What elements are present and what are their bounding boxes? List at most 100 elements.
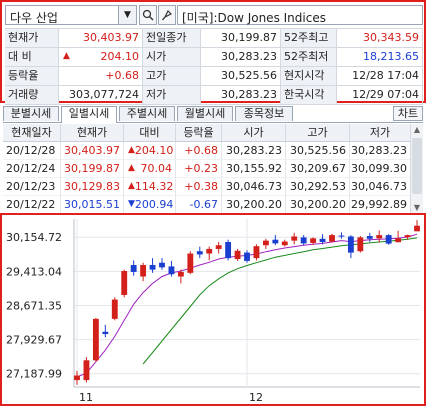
info-value: 30,199.87 [201, 29, 281, 47]
info-label: 저가 [143, 86, 201, 104]
info-value-text: 30,283.23 [221, 88, 277, 101]
scroll-up-icon[interactable]: ▲ [413, 125, 421, 134]
up-arrow-icon: ▲ [128, 181, 135, 191]
info-label: 52주최저 [281, 48, 337, 66]
table-row[interactable]: 20/12/28 30,403.97 ▲ 204.10 +0.68 30,283.23 30… [3, 142, 423, 160]
candle-body [357, 237, 364, 252]
candle-body [395, 238, 402, 243]
cell-text: 30,292.53 [290, 180, 346, 193]
search-bar: 다우 산업 ▼ [미국]:Dow Jones Indices [5, 5, 423, 27]
candle-body [253, 246, 260, 259]
cell-text: 30,015.51 [64, 198, 120, 211]
cell-text: 20/12/24 [6, 162, 56, 175]
cell-rate: +0.38 [176, 178, 222, 196]
cell-text: 20/12/22 [6, 198, 56, 211]
candle-body [319, 238, 326, 243]
candle-body [111, 299, 118, 319]
cell-text: 30,283.23 [351, 144, 407, 157]
cell-text: 30,155.92 [226, 162, 282, 175]
table-scrollbar[interactable]: ▲ ▼ [410, 124, 423, 214]
moving-average-long-line [142, 237, 418, 365]
tab-1[interactable]: 분별시세 [3, 106, 59, 121]
cell-text: 30,099.30 [351, 162, 407, 175]
cell-open: 30,200.20 [222, 196, 286, 214]
cell-date: 20/12/23 [3, 178, 61, 196]
tab-2[interactable]: 일별시세 [61, 106, 117, 123]
candle-body [262, 240, 269, 246]
table-row[interactable]: 20/12/24 30,199.87 ▲ 70.04 +0.23 30,155.92 30,… [3, 160, 423, 178]
candle-body [206, 248, 213, 254]
chevron-down-icon[interactable]: ▼ [118, 6, 136, 24]
tab-bar: 분별시세 일별시세 주별시세 월별시세 종목정보 차트 [3, 106, 423, 123]
candle-body [338, 235, 345, 237]
y-tick-label: 30,154.72 [6, 231, 62, 244]
info-value: 12/28 17:04 [337, 67, 423, 85]
info-label: 고가 [143, 67, 201, 85]
info-label: 52주최고 [281, 29, 337, 47]
info-value-text: 12/29 07:04 [352, 88, 419, 101]
cell-low: 30,099.30 [350, 160, 411, 178]
cell-text: 204.10 [134, 144, 174, 157]
candle-body [215, 245, 222, 249]
cell-price: 30,199.87 [61, 160, 124, 178]
cell-text: 30,525.56 [290, 144, 346, 157]
scrollbar-thumb[interactable] [412, 138, 422, 194]
column-header[interactable]: 저가 [350, 124, 411, 142]
info-value: 30,525.56 [201, 67, 281, 85]
column-header[interactable]: 고가 [286, 124, 350, 142]
column-header[interactable]: 현재일자 [3, 124, 61, 142]
scroll-down-icon[interactable]: ▼ [413, 203, 421, 212]
table-row[interactable]: 20/12/22 30,015.51 ▼ 200.94 -0.67 30,200.20 30… [3, 196, 423, 214]
quote-info-grid: 현재가 30,403.97 전일종가 30,199.87 52주최고 30,343.59 대… [5, 28, 423, 105]
cell-text: +0.68 [184, 144, 218, 157]
info-value-text: 30,283.23 [221, 50, 277, 63]
cell-text: 70.04 [140, 162, 173, 175]
candle-body [234, 250, 241, 260]
candle-body [187, 253, 194, 273]
candle-body [281, 241, 288, 246]
info-value-text: 204.10 [100, 50, 140, 63]
cell-price: 30,403.97 [61, 142, 124, 160]
info-value: +0.68 [59, 67, 143, 85]
info-value-text: +0.68 [105, 69, 139, 82]
cell-open: 30,155.92 [222, 160, 286, 178]
cell-date: 20/12/24 [3, 160, 61, 178]
table-body: 20/12/28 30,403.97 ▲ 204.10 +0.68 30,283.23 30… [3, 142, 423, 214]
daily-price-table: 현재일자 현재가 대비 등락율 시가 고가 저가 20/12/28 30,403.97 ▲ 204.… [3, 124, 423, 214]
cell-text: 200.94 [134, 198, 174, 211]
info-row: 대 비 ▲ 204.10 시가 30,283.23 52주최저 18,213.65 [5, 47, 423, 66]
tab-4[interactable]: 월별시세 [177, 106, 233, 121]
table-row[interactable]: 20/12/23 30,129.83 ▲ 114.32 +0.38 30,046.73 30… [3, 178, 423, 196]
candlestick-chart[interactable]: 30,154.72 29,413.04 28,671.35 27,929.67 27,1… [2, 215, 424, 404]
tab-3[interactable]: 주별시세 [119, 106, 175, 121]
pin-icon[interactable] [158, 5, 176, 25]
index-selector[interactable]: 다우 산업 ▼ [5, 5, 137, 25]
search-icon[interactable] [139, 5, 157, 25]
chart-button[interactable]: 차트 [393, 106, 423, 121]
cell-open: 30,283.23 [222, 142, 286, 160]
cell-diff: ▲ 114.32 [124, 178, 176, 196]
column-header[interactable]: 현재가 [61, 124, 124, 142]
cell-diff: ▼ 200.94 [124, 196, 176, 214]
cell-low: 30,283.23 [350, 142, 411, 160]
cell-high: 30,292.53 [286, 178, 350, 196]
candle-body [404, 235, 411, 238]
cell-date: 20/12/28 [3, 142, 61, 160]
candle-body [310, 238, 317, 243]
info-value: 30,403.97 [59, 29, 143, 47]
column-header[interactable]: 시가 [222, 124, 286, 142]
candle-body [329, 235, 335, 242]
cell-text: -0.67 [189, 198, 218, 211]
info-value-text: 303,077,724 [69, 88, 139, 101]
candle-body [121, 271, 128, 295]
tab-5[interactable]: 종목정보 [235, 106, 293, 121]
cell-text: +0.23 [184, 162, 218, 175]
up-arrow-icon: ▲ [128, 145, 135, 155]
column-header[interactable]: 등락율 [176, 124, 222, 142]
cell-text: 30,046.73 [351, 180, 407, 193]
cell-text: +0.38 [184, 180, 218, 193]
info-value: 30,283.23 [201, 86, 281, 104]
column-header[interactable]: 대비 [124, 124, 176, 142]
down-arrow-icon: ▼ [128, 199, 135, 209]
up-arrow-icon: ▲ [63, 51, 70, 61]
